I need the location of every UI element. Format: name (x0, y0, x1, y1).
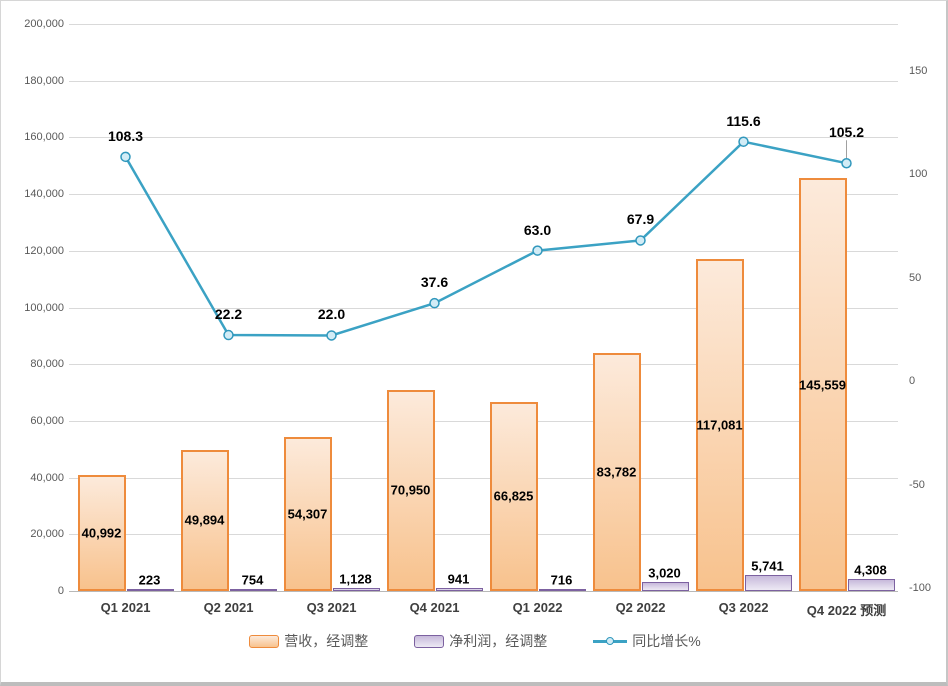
profit-bar (332, 587, 380, 591)
profit-value-label: 3,020 (648, 565, 681, 581)
left-axis-tick-label: 20,000 (30, 528, 64, 541)
growth-marker (841, 157, 852, 169)
gridline (69, 137, 898, 139)
category-label: Q2 2022 (615, 600, 666, 615)
revenue-bar (592, 353, 641, 591)
right-axis-tick-label: 150 (909, 64, 928, 77)
profit-swatch-icon (414, 634, 445, 648)
revenue-value-label: 83,782 (596, 464, 637, 480)
revenue-bar (798, 178, 847, 591)
category-label: Q1 2022 (512, 600, 563, 615)
legend-label-revenue: 营收，经调整 (284, 633, 369, 649)
category-label: Q3 2022 (718, 600, 769, 615)
legend-label-profit: 净利润，经调整 (449, 633, 548, 649)
revenue-value-label: 66,825 (493, 488, 534, 504)
gridline (69, 307, 898, 309)
profit-value-label: 4,308 (854, 562, 887, 578)
profit-value-label: 941 (447, 571, 470, 587)
growth-marker (223, 329, 234, 341)
growth-marker (120, 151, 131, 163)
gridline (69, 80, 898, 82)
legend-item-growth: 同比增长% (593, 631, 701, 651)
growth-marker (532, 245, 543, 256)
revenue-bar (386, 389, 435, 591)
growth-value-label: 115.6 (726, 112, 761, 129)
legend-item-revenue: 营收，经调整 (249, 631, 368, 651)
category-label: Q1 2021 (100, 600, 151, 615)
gridline (69, 364, 898, 366)
left-axis-tick-label: 140,000 (24, 188, 64, 201)
left-axis-tick-label: 200,000 (24, 18, 64, 30)
category-label: Q4 2022 预测 (806, 603, 887, 618)
revenue-value-label: 54,307 (287, 506, 328, 522)
line-sample-dot (606, 637, 615, 645)
profit-bar (538, 588, 586, 591)
profit-value-label: 716 (550, 572, 573, 588)
revenue-value-label: 40,992 (81, 525, 122, 541)
profit-bar (229, 588, 277, 591)
right-axis-tick-label: 0 (909, 375, 916, 387)
right-axis-tick-label: 50 (909, 271, 922, 284)
right-axis-tick-label: 100 (909, 168, 928, 180)
legend: 营收，经调整 净利润，经调整 同比增长% (1, 631, 946, 651)
revenue-value-label: 70,950 (390, 482, 431, 498)
gridline (69, 534, 898, 536)
left-axis-tick-label: 180,000 (24, 74, 64, 87)
gridline (69, 420, 898, 422)
growth-value-label: 22.0 (317, 306, 346, 323)
left-axis-tick-label: 40,000 (30, 471, 64, 484)
growth-value-label: 108.3 (107, 127, 144, 144)
revenue-bar (77, 474, 126, 591)
profit-value-label: 223 (138, 572, 161, 588)
gridline (69, 194, 898, 196)
gridline (69, 477, 898, 479)
revenue-value-label: 49,894 (184, 512, 225, 528)
growth-line (124, 140, 847, 337)
growth-value-label: 37.6 (420, 274, 449, 291)
profit-bar (435, 588, 483, 591)
right-axis-tick-label: -100 (909, 582, 932, 594)
left-axis-tick-label: 160,000 (24, 131, 64, 144)
left-axis-tick-label: 100,000 (24, 301, 64, 314)
revenue-swatch-icon (249, 634, 280, 648)
profit-bar (641, 582, 689, 591)
revenue-value-label: 117,081 (696, 417, 743, 433)
left-axis-tick-label: 120,000 (24, 244, 64, 257)
profit-bar (847, 578, 895, 591)
profit-value-label: 1,128 (339, 571, 372, 587)
left-axis-tick-label: 0 (57, 585, 64, 597)
legend-label-growth: 同比增长% (632, 633, 701, 649)
growth-line-series (120, 136, 852, 341)
profit-value-label: 754 (241, 572, 264, 588)
gridline (69, 591, 898, 592)
profit-bar (744, 574, 792, 591)
revenue-bar (180, 449, 229, 591)
legend-item-profit: 净利润，经调整 (414, 631, 547, 651)
growth-marker (326, 330, 337, 341)
category-label: Q4 2021 (409, 600, 460, 615)
growth-marker (738, 136, 749, 147)
gridline (69, 250, 898, 252)
growth-value-label: 105.2 (828, 124, 865, 141)
growth-value-label: 22.2 (214, 306, 243, 323)
category-label: Q2 2021 (203, 600, 254, 615)
line-marker-icon (593, 634, 628, 648)
revenue-bar (283, 437, 332, 591)
gridline (69, 24, 898, 25)
profit-value-label: 5,741 (751, 558, 784, 574)
right-axis-tick-label: -50 (909, 478, 925, 491)
revenue-bar (489, 401, 538, 591)
revenue-bar (695, 259, 744, 591)
left-axis-tick-label: 80,000 (30, 358, 64, 371)
growth-marker (429, 297, 440, 309)
profit-bar (126, 589, 174, 591)
growth-value-label: 67.9 (626, 211, 655, 228)
growth-marker (635, 235, 646, 246)
left-axis-tick-label: 60,000 (30, 414, 64, 427)
category-label: Q3 2021 (306, 600, 357, 615)
growth-value-label: 63.0 (523, 221, 552, 238)
revenue-value-label: 145,559 (799, 377, 846, 393)
